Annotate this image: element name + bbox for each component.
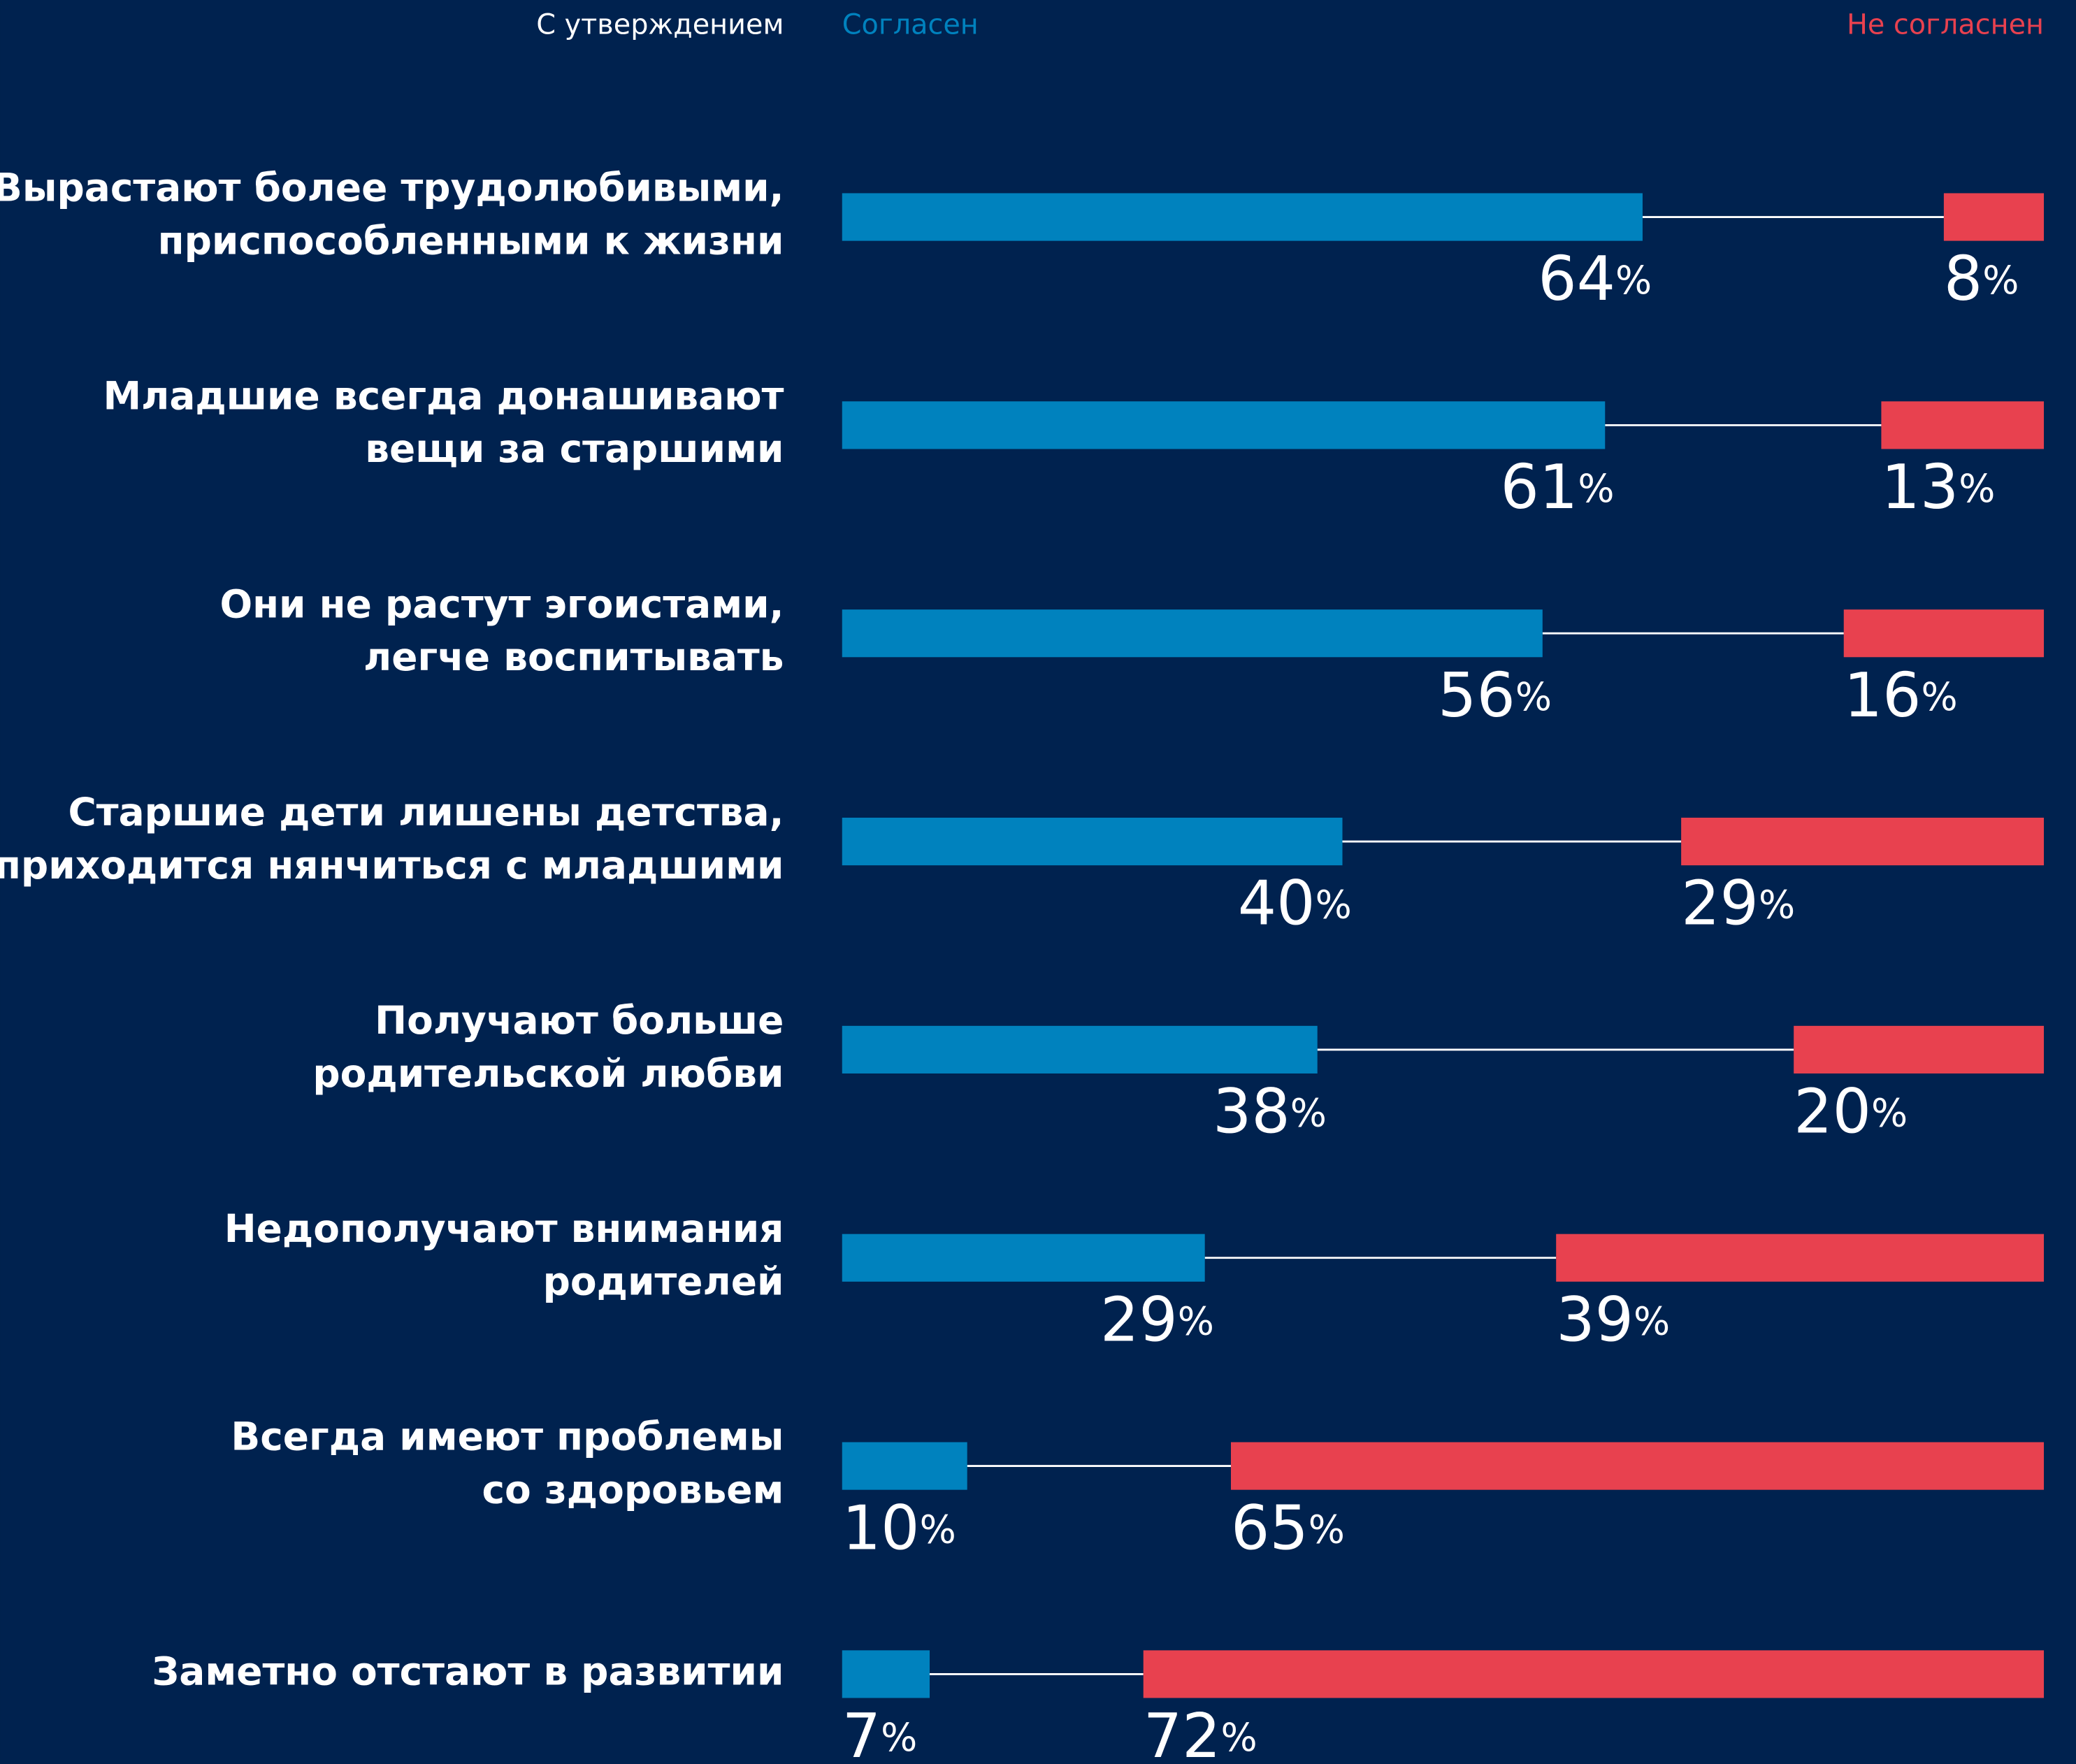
value-label: 65% bbox=[1231, 1492, 1345, 1563]
value-label: 29% bbox=[1100, 1284, 1214, 1355]
value-label: 61% bbox=[1501, 451, 1615, 523]
category-label: Старшие дети лишены детства, приходится н… bbox=[0, 790, 784, 888]
legend-entry: Согласен bbox=[842, 8, 979, 41]
category-label: Всегда имеют проблемы со здоровьем bbox=[231, 1415, 784, 1512]
legend-entry: Не согласнен bbox=[1847, 8, 2044, 41]
value-label: 20% bbox=[1794, 1076, 1908, 1147]
bar bbox=[842, 609, 1543, 658]
value-label: 72% bbox=[1144, 1700, 1257, 1764]
category-label: Младшие всегда донашивают вещи за старшим… bbox=[103, 374, 784, 472]
value-label: 7% bbox=[842, 1700, 918, 1764]
value-label: 13% bbox=[1881, 451, 1995, 523]
value-label: 40% bbox=[1238, 868, 1352, 939]
bar bbox=[842, 401, 1606, 449]
value-label: 64% bbox=[1538, 243, 1652, 315]
category-label: Заметно отстают в развитии bbox=[152, 1649, 784, 1694]
value-label: 39% bbox=[1556, 1284, 1670, 1355]
category-label: Вырастают более трудолюбивыми, приспособл… bbox=[0, 166, 784, 263]
value-label: 29% bbox=[1681, 868, 1795, 939]
bar bbox=[1843, 609, 2045, 658]
value-label: 38% bbox=[1213, 1076, 1327, 1147]
bar bbox=[842, 1442, 967, 1490]
value-label: 56% bbox=[1438, 660, 1552, 731]
bar bbox=[842, 1650, 930, 1698]
category-label: Получают больше родительской любви bbox=[312, 998, 784, 1096]
bar bbox=[1681, 817, 2045, 866]
category-label: Они не растут эгоистами, легче воспитыват… bbox=[219, 581, 784, 679]
bar bbox=[842, 193, 1643, 241]
value-label: 10% bbox=[842, 1492, 956, 1563]
value-label: 16% bbox=[1844, 660, 1958, 731]
bar bbox=[1556, 1234, 2045, 1282]
bar bbox=[1794, 1025, 2045, 1073]
bar bbox=[842, 1025, 1318, 1073]
bar bbox=[1881, 401, 2045, 449]
bar bbox=[1230, 1442, 2045, 1490]
header: С утверждением bbox=[536, 8, 784, 41]
bar bbox=[842, 817, 1343, 866]
bar bbox=[1143, 1650, 2045, 1698]
bar bbox=[1943, 193, 2045, 241]
bar bbox=[842, 1234, 1205, 1282]
category-label: Недополучают внимания родителей bbox=[224, 1206, 784, 1304]
value-label: 8% bbox=[1944, 243, 2019, 315]
